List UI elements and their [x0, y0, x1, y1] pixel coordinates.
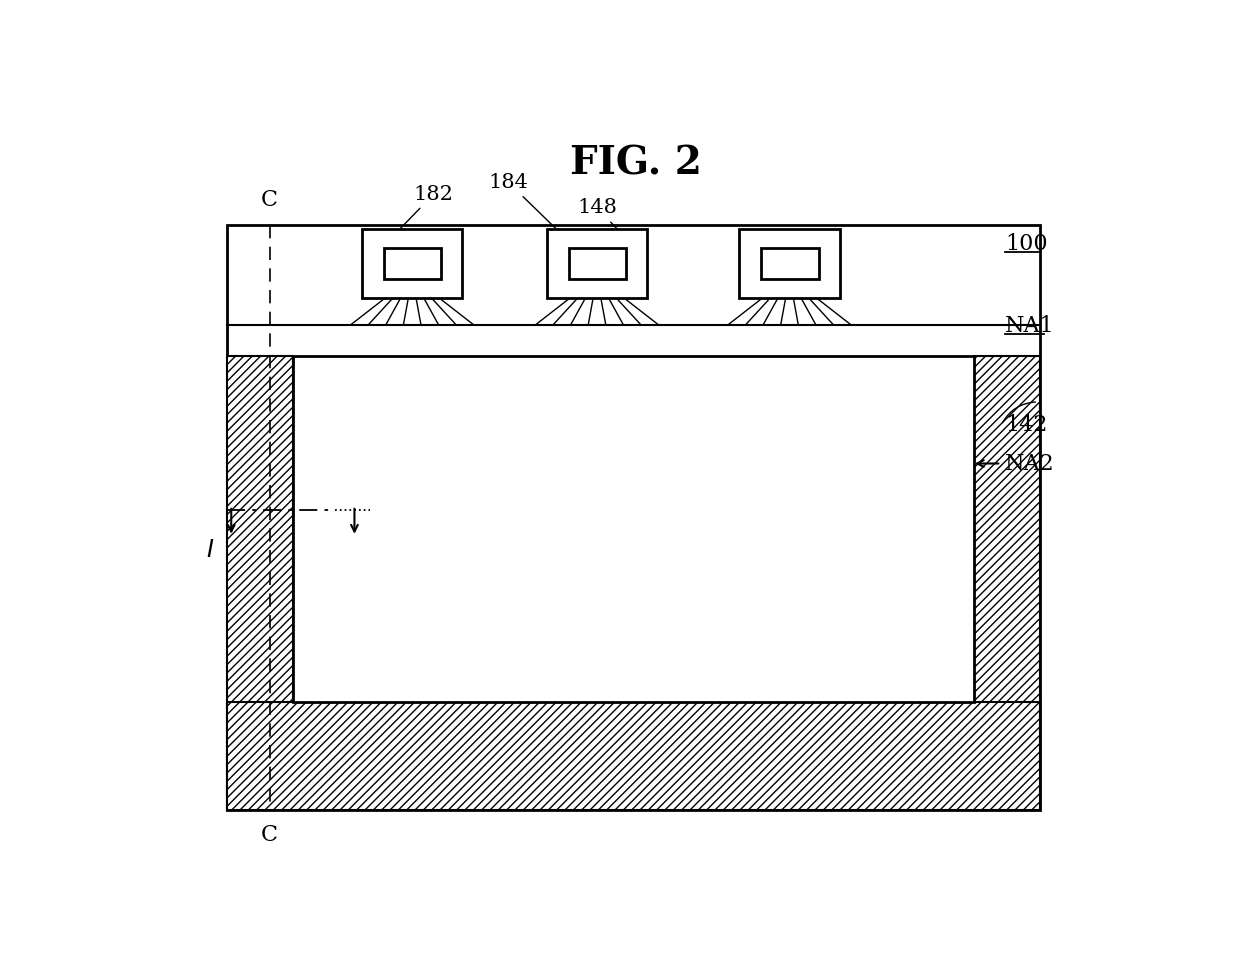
- Bar: [293, 356, 975, 702]
- Text: NA1: NA1: [1006, 316, 1055, 337]
- Text: C: C: [262, 189, 278, 211]
- Bar: [227, 702, 1040, 810]
- Text: 100: 100: [1006, 233, 1048, 255]
- Text: 148: 148: [577, 198, 630, 242]
- Bar: [383, 248, 441, 279]
- Text: 184: 184: [489, 173, 564, 237]
- Text: FIG. 2: FIG. 2: [569, 144, 702, 182]
- Text: NA2: NA2: [1006, 452, 1055, 475]
- Bar: [547, 229, 647, 298]
- Text: $I$: $I$: [206, 539, 215, 562]
- Bar: [362, 229, 463, 298]
- Text: 142: 142: [1006, 414, 1048, 436]
- Text: C: C: [262, 824, 278, 846]
- Bar: [975, 356, 1040, 810]
- Text: AA: AA: [600, 527, 640, 554]
- Bar: [761, 248, 818, 279]
- Bar: [227, 356, 293, 810]
- Bar: [739, 229, 839, 298]
- Bar: [227, 225, 1040, 810]
- Text: $I'$: $I'$: [370, 539, 384, 563]
- Text: 182: 182: [387, 184, 454, 242]
- Bar: [568, 248, 626, 279]
